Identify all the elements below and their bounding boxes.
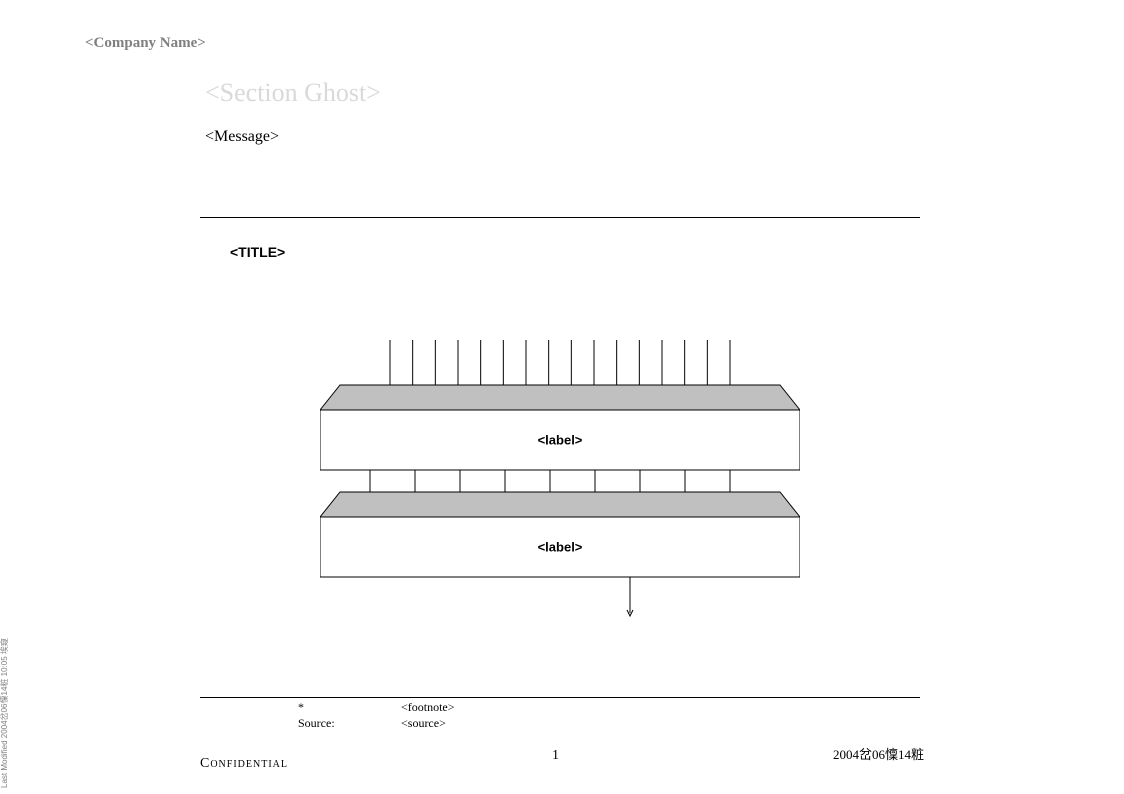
company-name: <Company Name>	[85, 35, 206, 52]
chart-title: <TITLE>	[230, 244, 285, 260]
funnel-diagram: <label> <label>	[320, 340, 800, 630]
svg-text:<label>: <label>	[538, 433, 583, 448]
footnote-text: <footnote>	[401, 700, 455, 714]
divider-bottom	[200, 697, 920, 698]
section-ghost: <Section Ghost>	[205, 78, 381, 108]
confidential-label: Confidential	[200, 756, 288, 772]
svg-text:<label>: <label>	[538, 540, 583, 555]
footnote-marker: *	[298, 700, 398, 715]
last-modified-label: Last Modified 2004岔06懍14粧 10:05 埃窥	[0, 638, 10, 788]
message-placeholder: <Message>	[205, 128, 279, 146]
footnote-row: * <footnote>	[298, 700, 455, 715]
date-label: 2004岔06懍14粧	[833, 744, 924, 763]
slide-page: { "header": { "company": "<Company Name>…	[0, 0, 1124, 794]
divider-top	[200, 217, 920, 218]
source-row: Source: <source>	[298, 716, 446, 731]
page-number: 1	[552, 748, 559, 764]
source-label: Source:	[298, 716, 398, 731]
source-text: <source>	[401, 716, 446, 730]
